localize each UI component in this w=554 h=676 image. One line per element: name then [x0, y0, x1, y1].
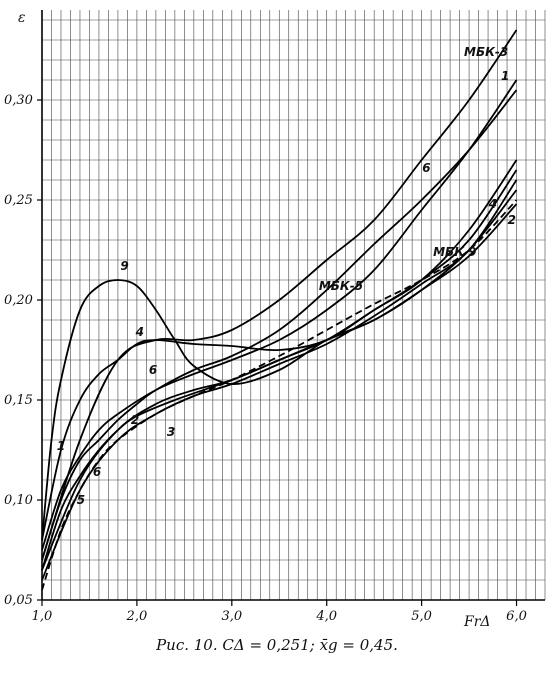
x-tick-label: 2,0	[126, 609, 148, 624]
curve-label: 6	[422, 161, 430, 175]
curve-label: 2	[131, 413, 139, 427]
curve-label: 4	[135, 325, 144, 339]
y-tick-label: 0,25	[4, 193, 33, 208]
curve-label: 1	[57, 439, 65, 453]
axes	[37, 10, 545, 606]
y-axis-label: ε	[18, 10, 26, 26]
x-tick-label: 1,0	[32, 609, 53, 624]
series-line-8	[41, 199, 518, 591]
series-line-9	[41, 203, 518, 571]
series-line-7	[41, 179, 518, 581]
y-tick-label: 0,15	[4, 393, 33, 408]
curve-label: 5	[77, 493, 85, 507]
y-tick-label: 0,20	[4, 293, 33, 308]
y-tick-label: 0,05	[4, 593, 33, 608]
series-line-2	[41, 79, 518, 551]
figure-caption: Рис. 10. CΔ = 0,251; x̄g = 0,45.	[156, 636, 398, 654]
series-lines	[41, 29, 518, 591]
series-line-3	[41, 89, 518, 561]
x-tick-label: 5,0	[411, 609, 432, 624]
curve-label: 1	[501, 69, 509, 83]
curve-label: МБК-5	[319, 279, 363, 293]
tick-labels: 1,0 2,0 3,0 4,0 5,0 6,0 0,05 0,10 0,15 0,20 0,25 0,…	[4, 93, 527, 624]
curve-label: 6	[149, 363, 157, 377]
curve-label: 2	[508, 213, 516, 227]
curve-label: МБК 9	[433, 245, 476, 259]
series-line-1	[41, 29, 518, 561]
grid	[41, 10, 546, 601]
curve-label: 9	[120, 259, 128, 273]
x-tick-label: 6,0	[506, 609, 527, 624]
x-tick-label: 4,0	[315, 609, 337, 624]
y-tick-label: 0,30	[4, 93, 33, 108]
y-tick-label: 0,10	[4, 493, 33, 508]
curve-label: МБК-3	[464, 45, 508, 59]
x-axis-label: FrΔ	[463, 614, 491, 630]
curve-label: 3	[167, 425, 175, 439]
curve-label: 6	[93, 465, 101, 479]
curve-label: 4	[488, 197, 497, 211]
x-tick-label: 3,0	[221, 609, 242, 624]
